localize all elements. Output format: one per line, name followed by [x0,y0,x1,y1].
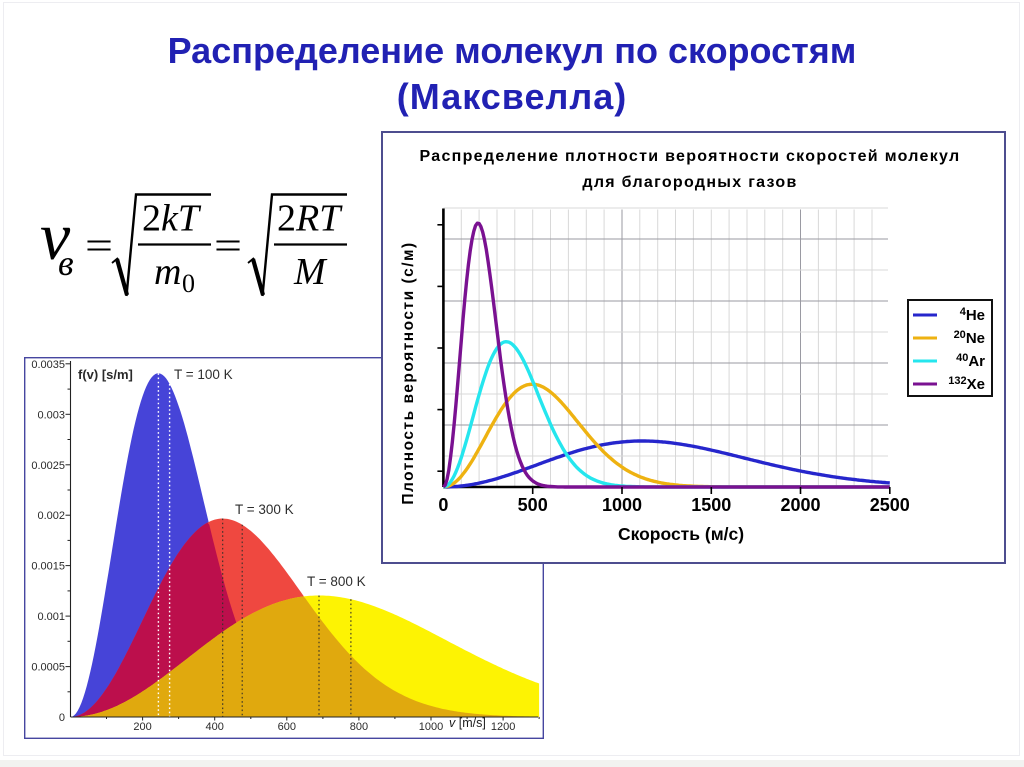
svg-text:0: 0 [182,269,195,298]
svg-text:600: 600 [278,721,296,733]
svg-text:40Ar: 40Ar [956,352,985,370]
svg-text:2500: 2500 [870,495,910,515]
svg-text:T = 100 K: T = 100 K [174,367,233,382]
svg-text:0.001: 0.001 [37,611,65,623]
svg-text:400: 400 [206,721,224,733]
svg-text:Распределение плотности вероят: Распределение плотности вероятности скор… [419,148,960,165]
svg-text:Скорость (м/с): Скорость (м/с) [618,524,744,544]
svg-text:200: 200 [133,721,151,733]
svg-text:2kT: 2kT [142,198,202,240]
svg-text:0.0005: 0.0005 [31,662,65,674]
svg-text:M: M [293,251,328,293]
svg-text:0.0015: 0.0015 [31,561,65,573]
svg-text:0.002: 0.002 [37,510,65,522]
svg-text:20Ne: 20Ne [954,329,985,347]
svg-text:0.0035: 0.0035 [31,359,65,371]
svg-text:1000: 1000 [602,495,642,515]
svg-text:0: 0 [59,712,65,724]
svg-text:0.0025: 0.0025 [31,460,65,472]
svg-text:132Xe: 132Xe [948,375,985,393]
svg-text:для благородных газов: для благородных газов [582,174,797,191]
svg-text:T = 800 K: T = 800 K [307,574,366,589]
svg-text:4He: 4He [960,306,985,324]
svg-text:=: = [214,223,242,268]
svg-text:T = 300 K: T = 300 K [235,502,294,517]
svg-text:2RT: 2RT [277,198,343,240]
svg-text:=: = [85,223,113,268]
svg-text:1000: 1000 [419,721,443,733]
svg-text:Плотность вероятности (с/м): Плотность вероятности (с/м) [400,241,417,504]
svg-text:в: в [58,243,74,283]
svg-text:800: 800 [350,721,368,733]
svg-text:m: m [154,251,181,293]
svg-text:2000: 2000 [780,495,820,515]
svg-text:1500: 1500 [691,495,731,515]
svg-text:v [m/s]: v [m/s] [449,716,486,730]
svg-text:0.003: 0.003 [37,409,65,421]
svg-text:f(v) [s/m]: f(v) [s/m] [78,367,133,382]
svg-text:500: 500 [518,495,548,515]
svg-text:1200: 1200 [491,721,515,733]
svg-text:v: v [40,198,71,274]
svg-text:0: 0 [438,495,448,515]
